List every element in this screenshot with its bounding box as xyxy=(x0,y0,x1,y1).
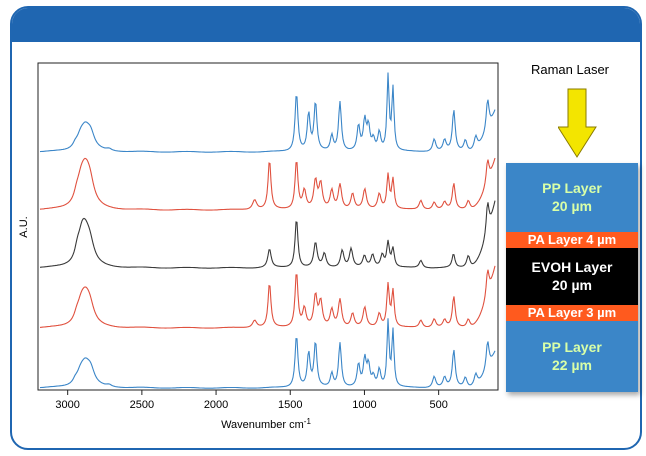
layer-name: PP Layer xyxy=(542,180,602,196)
x-ticks: 3000 2500 2000 1500 1000 500 xyxy=(55,390,448,411)
spectrum-line-5 xyxy=(39,318,496,389)
laser-arrow-shape xyxy=(558,88,597,158)
layer-1: PP Layer 20 µm xyxy=(506,163,638,232)
layer-thickness: 20 µm xyxy=(552,276,592,293)
layer-2: PA Layer 4 µm xyxy=(506,232,638,248)
x-tick-label: 500 xyxy=(429,399,447,411)
layer-label: EVOH Layer 20 µm xyxy=(532,259,613,294)
x-axis-label-main: Wavenumber cm xyxy=(221,419,304,431)
spectrum-line-3 xyxy=(39,200,496,269)
plot-area xyxy=(37,62,499,391)
layer-label: PP Layer 22 µm xyxy=(542,339,602,374)
x-tick-label: 2000 xyxy=(204,399,228,411)
layer-thickness: 20 µm xyxy=(552,197,592,214)
y-axis-label: A.U. xyxy=(18,216,30,237)
layer-label: PP Layer 20 µm xyxy=(542,180,602,215)
layer-thickness: 22 µm xyxy=(552,356,592,373)
layer-5: PP Layer 22 µm xyxy=(506,321,638,392)
layer-stack: PP Layer 20 µm PA Layer 4 µm EVOH Layer 20 µ… xyxy=(506,163,638,392)
raman-laser-label: Raman Laser xyxy=(530,62,610,77)
layer-3: EVOH Layer 20 µm xyxy=(506,248,638,305)
series-group xyxy=(39,72,496,389)
x-axis-label-sup: -1 xyxy=(304,417,312,426)
spectrum-line-1 xyxy=(39,72,496,153)
x-axis-label: Wavenumber cm-1 xyxy=(221,417,311,431)
layer-4: PA Layer 3 µm xyxy=(506,305,638,321)
x-tick-label: 2500 xyxy=(130,399,154,411)
layer-name: PA Layer 4 µm xyxy=(527,231,617,247)
spectrum-line-2 xyxy=(39,157,496,211)
spectrum-line-4 xyxy=(39,265,496,329)
layer-name: PA Layer 3 µm xyxy=(527,304,617,320)
layer-name: PP Layer xyxy=(542,339,602,355)
laser-arrow-icon xyxy=(558,88,597,158)
x-tick-label: 1500 xyxy=(278,399,302,411)
x-tick-label: 3000 xyxy=(55,399,79,411)
layer-label: PA Layer 3 µm xyxy=(528,305,616,321)
header-bar xyxy=(12,8,640,42)
x-tick-label: 1000 xyxy=(352,399,376,411)
layer-name: EVOH Layer xyxy=(531,259,613,275)
layer-label: PA Layer 4 µm xyxy=(528,232,616,248)
